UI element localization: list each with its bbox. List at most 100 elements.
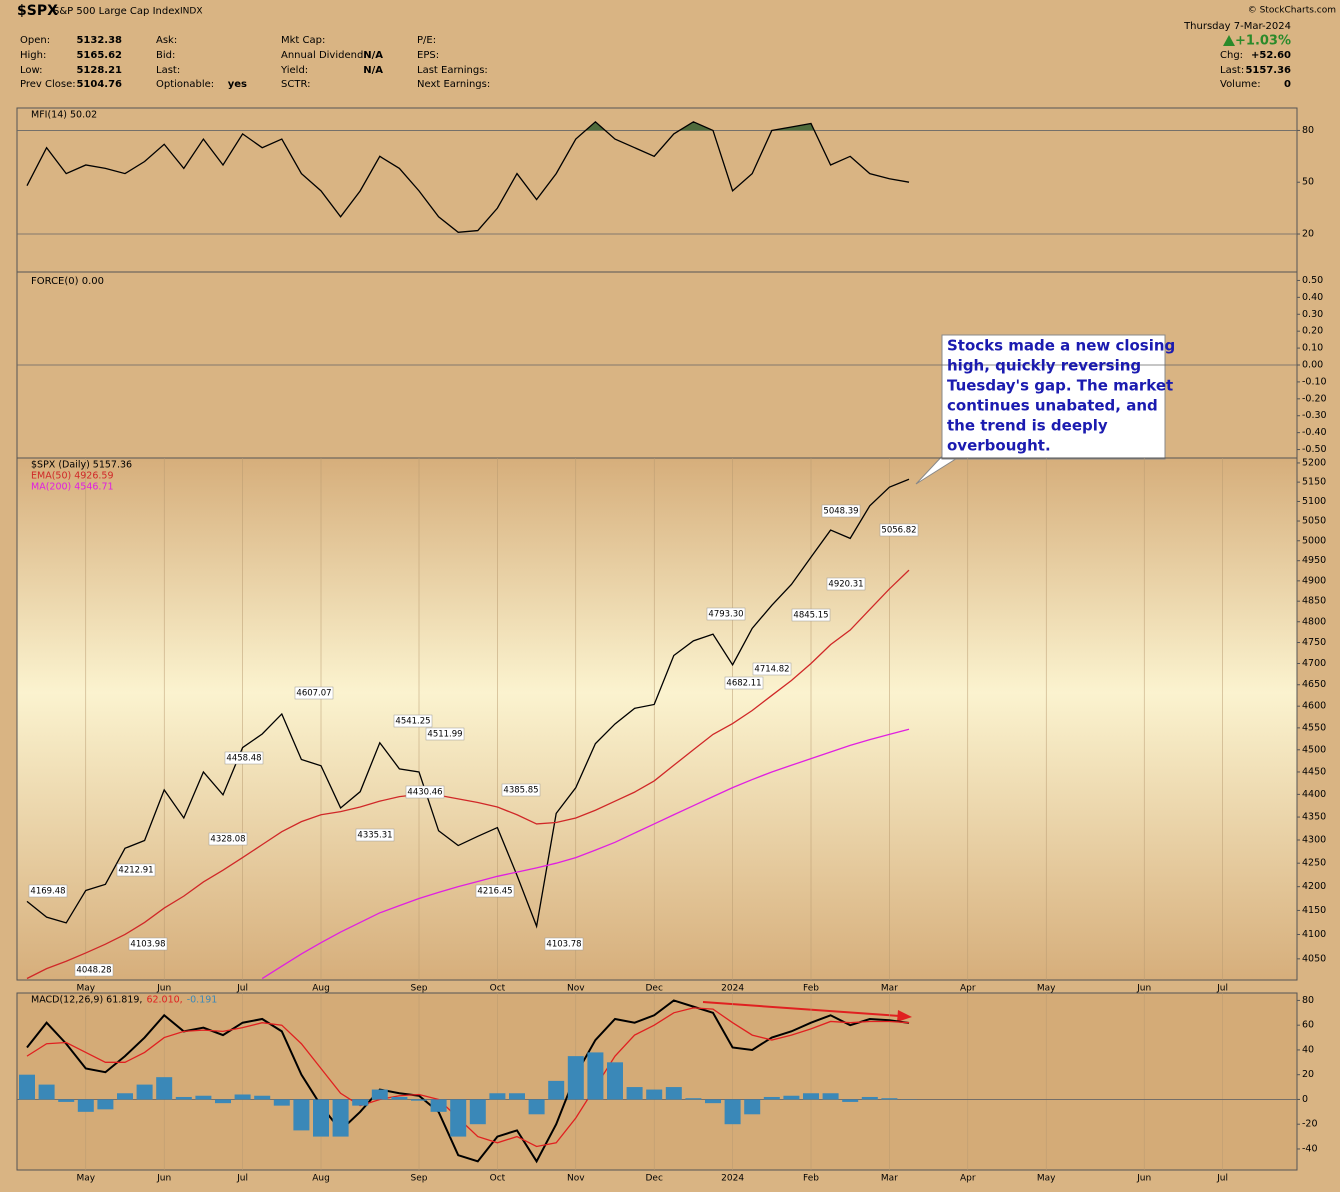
histogram-bar [763,1096,780,1100]
histogram-bar [430,1099,447,1112]
symbol: $SPX [17,3,58,19]
field-value: 5132.38 [76,35,122,46]
callout-text: high, quickly reversing [947,357,1141,375]
y-tick-label: 0.20 [1302,326,1323,337]
x-tick-label: Aug [312,984,330,994]
price-label: 4920.31 [828,580,863,590]
histogram-bar [273,1099,290,1106]
histogram-bar [156,1077,173,1100]
y-tick-label: 4650 [1302,679,1326,690]
x-tick-label: Oct [490,984,506,994]
x-tick-label: May [76,1174,95,1184]
panel-border [16,992,1298,1171]
field-value: N/A [363,65,383,76]
panel-border [16,457,1298,981]
price-label-bg [355,828,395,842]
y-tick-label: 0 [1302,1094,1308,1105]
price-label-bg [294,686,334,700]
price-label-bg [724,676,764,690]
price-label-bg [74,963,114,977]
price-label: 4682.11 [726,679,761,689]
histogram-bar [38,1084,55,1100]
histogram-bar [685,1098,702,1100]
legend-entry: $SPX (Daily) 5157.36 [31,460,132,471]
field-label: Yield: [280,65,308,76]
field-label: Mkt Cap: [281,35,325,46]
y-tick-label: 4850 [1302,596,1326,607]
legend-entry: MFI(14) 50.02 [31,110,97,121]
x-tick-label: Apr [960,984,976,994]
y-tick-label: 4700 [1302,658,1326,669]
price-label: 4335.31 [357,831,392,841]
y-tick-label: 0.30 [1302,309,1323,320]
field-label: Optionable: [156,79,214,90]
callout-text: continues unabated, and [947,397,1158,415]
histogram-bar [391,1096,408,1100]
callout-text: the trend is deeply [947,417,1108,435]
x-tick-label: Jul [236,984,248,994]
field-label: Annual Dividend: [281,50,367,61]
price-panel-bg [17,458,1297,980]
histogram-bar [175,1096,192,1100]
y-tick-label: -20 [1302,1119,1318,1130]
histogram-bar [117,1093,133,1100]
y-tick-label: 0.00 [1302,360,1323,371]
exchange: INDX [180,7,202,17]
series-line [26,120,910,233]
histogram-bar [626,1087,643,1100]
field-label: Volume: [1220,79,1261,90]
histogram-bar [352,1099,369,1106]
field-value: 5104.76 [76,79,122,90]
histogram-bar [195,1095,212,1100]
y-tick-label: 40 [1302,1044,1314,1055]
legend-entry: EMA(50) 4926.59 [31,471,114,482]
legend-entry: MA(200) 4546.71 [31,482,114,493]
price-label-bg [128,937,168,951]
legend-entry: MACD(12,26,9) 61.819, [31,995,142,1006]
x-tick-label: Sep [411,1174,428,1184]
price-label: 4845.15 [793,611,828,621]
x-tick-label: May [1037,984,1056,994]
price-label-bg [821,504,861,518]
price-label: 4212.91 [118,866,153,876]
y-tick-label: 4950 [1302,555,1326,566]
date: Thursday 7-Mar-2024 [1183,21,1291,32]
price-label-bg [393,714,433,728]
histogram-bar [528,1099,545,1115]
price-label-bg [475,884,515,898]
y-tick-label: 4500 [1302,744,1326,755]
y-tick-label: 4900 [1302,575,1326,586]
histogram-bar [705,1099,721,1104]
y-tick-label: 20 [1302,229,1314,240]
x-tick-label: Jun [1136,984,1151,994]
x-tick-label: Nov [567,1174,585,1184]
field-label: Bid: [156,50,175,61]
price-label-bg [544,937,584,951]
field-value: 5128.21 [76,65,122,76]
price-label: 4511.99 [427,730,462,740]
y-tick-label: 5000 [1302,535,1326,546]
x-tick-label: Jun [156,984,171,994]
histogram-bar [411,1099,427,1101]
price-label: 4714.82 [754,665,789,675]
series-line [261,728,910,980]
y-tick-label: -0.30 [1302,410,1327,421]
x-tick-label: Feb [803,1174,819,1184]
field-value: yes [228,79,247,90]
histogram-bar [77,1099,94,1112]
y-tick-label: 4050 [1302,953,1326,964]
price-label: 4793.30 [708,610,743,620]
price-label: 5048.39 [823,507,858,517]
panel-title: FORCE(0) 0.00 [31,276,104,287]
price-label: 4328.08 [210,835,245,845]
y-tick-label: 5200 [1302,457,1326,468]
x-tick-label: 2024 [721,984,744,994]
histogram-bar [803,1093,819,1100]
field-value: N/A [363,50,383,61]
histogram-bar [234,1094,251,1100]
price-label: 4458.48 [226,754,261,764]
y-tick-label: 4150 [1302,905,1326,916]
price-label-bg [752,662,792,676]
series-line [26,569,910,980]
price-label-bg [425,727,465,741]
